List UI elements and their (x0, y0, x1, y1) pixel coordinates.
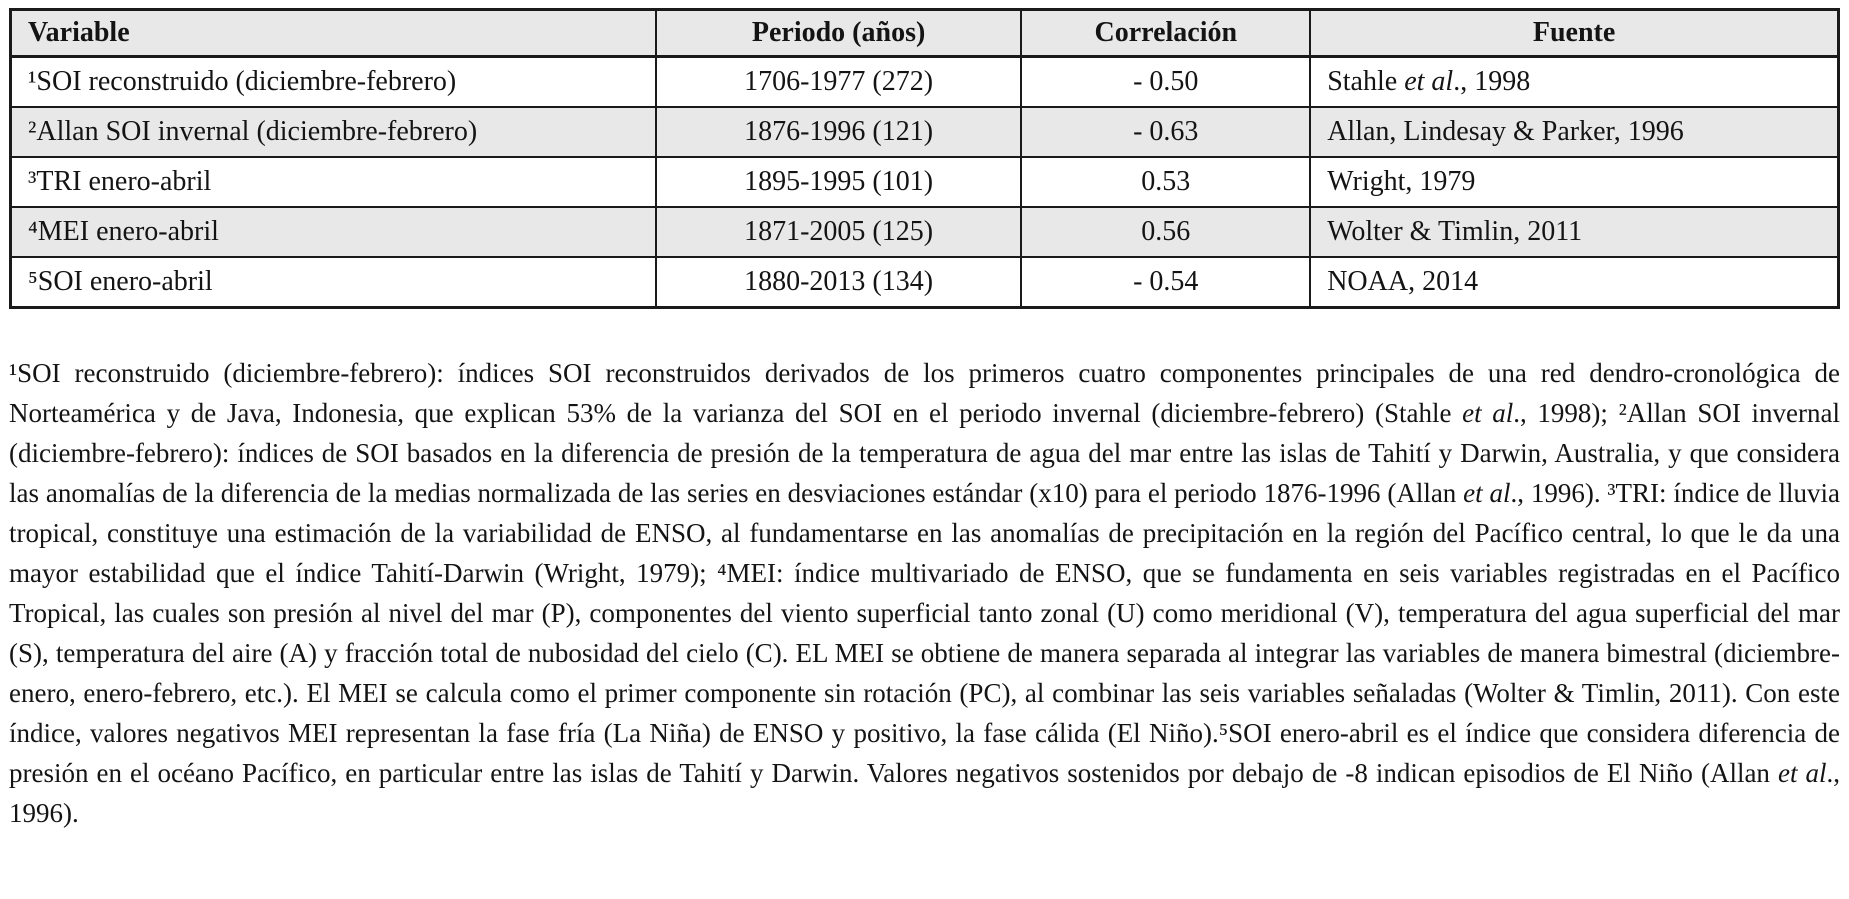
cell-variable: ²Allan SOI invernal (diciembre-febrero) (9, 106, 657, 158)
cell-variable: ¹SOI reconstruido (diciembre-febrero) (9, 55, 657, 108)
cell-fuente: Allan, Lindesay & Parker, 1996 (1309, 106, 1840, 158)
table-row: ¹SOI reconstruido (diciembre-febrero) 17… (9, 55, 1840, 108)
cell-fuente: Stahle et al., 1998 (1309, 55, 1840, 108)
column-header-correlacion: Correlación (1020, 8, 1312, 58)
footnote-text: ¹SOI reconstruido (diciembre-febrero): í… (9, 358, 1840, 828)
table-row: ²Allan SOI invernal (diciembre-febrero) … (9, 106, 1840, 158)
table-row: ⁵SOI enero-abril 1880-2013 (134) - 0.54 … (9, 256, 1840, 309)
cell-variable: ³TRI enero-abril (9, 156, 657, 208)
cell-periodo: 1880-2013 (134) (654, 256, 1023, 309)
table-row: ⁴MEI enero-abril 1871-2005 (125) 0.56 Wo… (9, 206, 1840, 258)
cell-variable: ⁴MEI enero-abril (9, 206, 657, 258)
cell-correlacion: 0.56 (1020, 206, 1312, 258)
cell-fuente: Wright, 1979 (1309, 156, 1840, 208)
correlation-table: Variable Periodo (años) Correlación Fuen… (9, 8, 1840, 309)
table-row: ³TRI enero-abril 1895-1995 (101) 0.53 Wr… (9, 156, 1840, 208)
cell-fuente: Wolter & Timlin, 2011 (1309, 206, 1840, 258)
cell-fuente: NOAA, 2014 (1309, 256, 1840, 309)
cell-periodo: 1876-1996 (121) (654, 106, 1023, 158)
cell-variable: ⁵SOI enero-abril (9, 256, 657, 309)
column-header-fuente: Fuente (1309, 8, 1840, 58)
table-header-row: Variable Periodo (años) Correlación Fuen… (9, 8, 1840, 58)
column-header-periodo: Periodo (años) (654, 8, 1023, 58)
column-header-variable: Variable (9, 8, 657, 58)
cell-periodo: 1871-2005 (125) (654, 206, 1023, 258)
cell-correlacion: - 0.50 (1020, 55, 1312, 108)
cell-correlacion: - 0.63 (1020, 106, 1312, 158)
cell-periodo: 1706-1977 (272) (654, 55, 1023, 108)
cell-periodo: 1895-1995 (101) (654, 156, 1023, 208)
cell-correlacion: 0.53 (1020, 156, 1312, 208)
cell-correlacion: - 0.54 (1020, 256, 1312, 309)
